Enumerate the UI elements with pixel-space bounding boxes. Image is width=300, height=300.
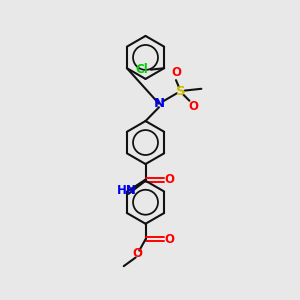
Text: N: N — [153, 97, 164, 110]
Text: HN: HN — [117, 184, 137, 197]
Text: Cl: Cl — [135, 63, 148, 76]
Text: S: S — [176, 85, 185, 98]
Text: O: O — [164, 233, 174, 246]
Text: O: O — [188, 100, 198, 113]
Text: O: O — [171, 66, 181, 79]
Text: O: O — [132, 247, 142, 260]
Text: O: O — [164, 173, 174, 186]
